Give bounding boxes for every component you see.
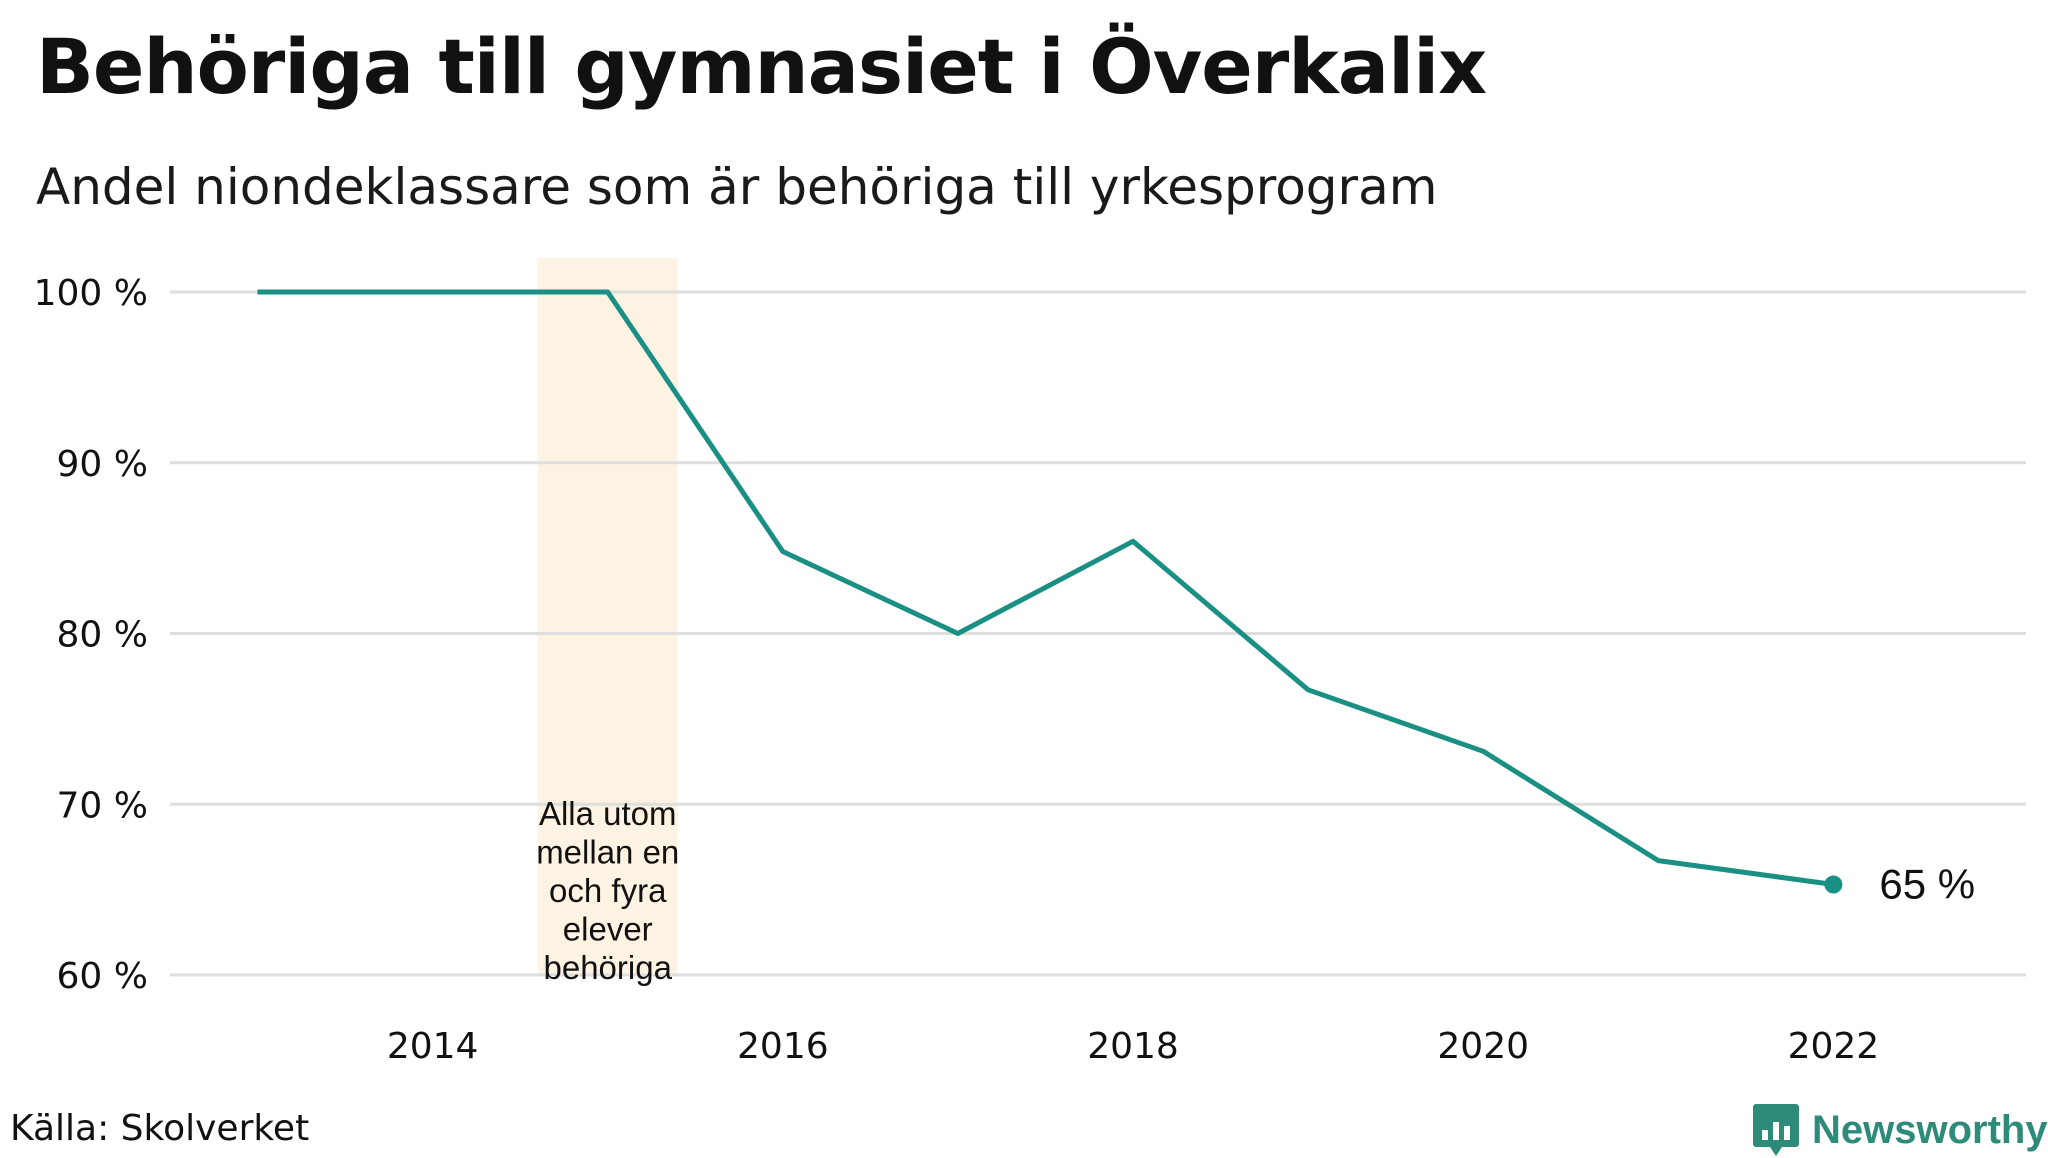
chart-title: Behöriga till gymnasiet i Överkalix [36,22,1487,111]
end-value-label: 65 % [1879,861,1975,908]
series-line [257,289,1834,887]
x-tick-label: 2014 [387,1026,479,1067]
band-annotation-line: elever [563,911,653,948]
chart-subtitle: Andel niondeklassare som är behöriga til… [36,158,1438,216]
x-tick-label: 2020 [1437,1026,1529,1067]
x-tick-label: 2016 [737,1026,829,1067]
band-annotation-line: och fyra [549,872,667,909]
y-tick-label: 100 % [34,273,148,314]
y-tick-label: 90 % [57,444,148,485]
y-tick-label: 60 % [57,956,148,997]
newsworthy-logo-text: Newsworthy [1812,1107,2048,1152]
band-annotation-line: Alla utom [539,795,677,832]
x-tick-label: 2022 [1788,1026,1880,1067]
band-annotation-line: behöriga [544,949,673,986]
y-tick-label: 80 % [57,615,148,656]
newsworthy-logo: Newsworthy [1752,1102,2048,1158]
band-annotation-line: mellan en [536,834,679,871]
highlight-band [537,258,678,975]
x-tick-label: 2018 [1087,1026,1179,1067]
end-point [1824,875,1843,894]
line-chart: 100 % 90 % 80 % 70 % 60 % 2014 2016 2018 2020 202… [34,258,2026,1067]
source-note: Källa: Skolverket [10,1108,310,1149]
newsworthy-logo-icon [1753,1104,1799,1156]
y-tick-label: 70 % [57,785,148,826]
